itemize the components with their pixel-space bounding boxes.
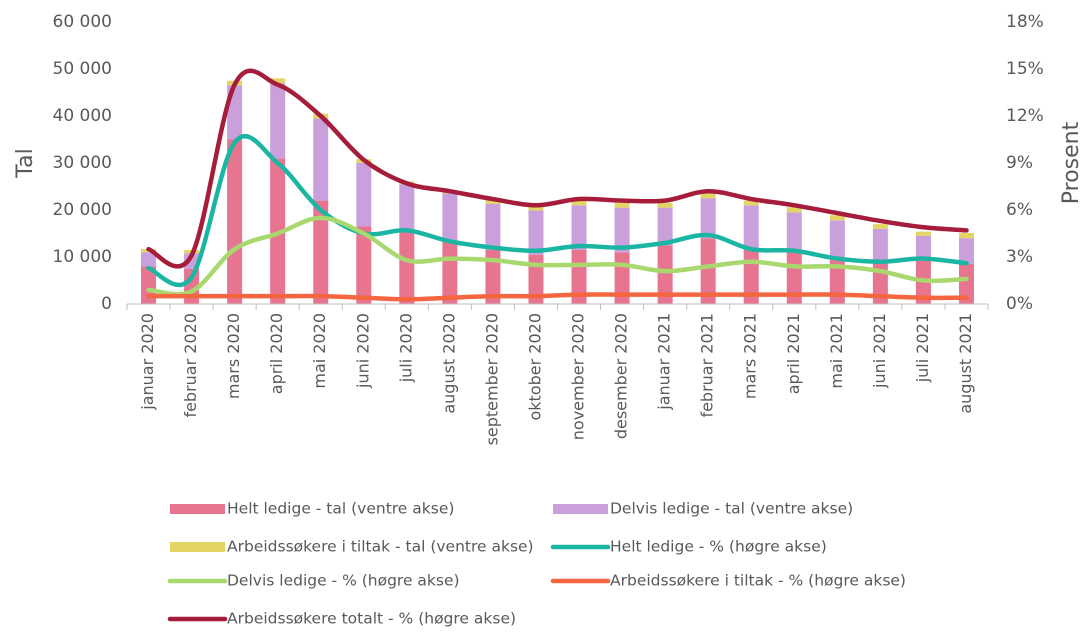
y2-tick-label: 6% xyxy=(1006,200,1033,220)
legend-label: Arbeidssøkere i tiltak - % (høgre akse) xyxy=(610,572,906,590)
bar xyxy=(528,210,544,255)
x-tick-label: juli 2021 xyxy=(913,313,932,383)
x-tick-label: mai 2020 xyxy=(310,313,329,389)
x-tick-label: mai 2021 xyxy=(827,313,846,389)
bar xyxy=(657,245,673,304)
x-tick-label: juni 2021 xyxy=(870,313,889,389)
bar xyxy=(141,252,157,267)
y-tick-label: 40 000 xyxy=(53,106,112,126)
y-axis-title: Tal xyxy=(13,148,38,178)
bar xyxy=(399,184,415,229)
y-tick-label: 0 xyxy=(101,294,112,314)
y2-tick-label: 3% xyxy=(1006,247,1033,267)
bar xyxy=(227,139,243,304)
x-tick-label: oktober 2020 xyxy=(525,313,544,421)
line xyxy=(146,68,969,269)
line xyxy=(146,292,969,302)
x-tick-label: april 2020 xyxy=(267,313,286,394)
bar xyxy=(657,207,673,246)
bar xyxy=(313,200,329,304)
legend-label: Arbeidssøkere i tiltak - tal (ventre aks… xyxy=(227,538,534,556)
bar xyxy=(571,205,587,250)
y-tick-label: 20 000 xyxy=(53,200,112,220)
bar xyxy=(270,78,286,84)
x-tick-label: januar 2021 xyxy=(655,313,674,411)
y2-tick-label: 9% xyxy=(1006,153,1033,173)
x-tick-label: august 2021 xyxy=(956,313,975,414)
legend-swatch xyxy=(170,542,225,552)
x-tick-label: april 2021 xyxy=(784,313,803,394)
bar xyxy=(700,193,716,199)
y-tick-label: 10 000 xyxy=(53,247,112,267)
bar xyxy=(313,118,329,201)
bar xyxy=(958,264,974,304)
bar xyxy=(958,233,974,239)
bar xyxy=(786,207,802,213)
y2-tick-label: 15% xyxy=(1006,59,1044,79)
x-tick-label: januar 2020 xyxy=(138,313,157,411)
y2-tick-label: 12% xyxy=(1006,106,1044,126)
bar xyxy=(700,238,716,304)
bar xyxy=(356,226,372,304)
x-tick-label: juli 2020 xyxy=(396,313,415,383)
legend-label: Delvis ledige - tal (ventre akse) xyxy=(610,500,853,518)
bar xyxy=(442,193,458,241)
x-tick-label: februar 2020 xyxy=(181,313,200,418)
bar xyxy=(958,238,974,265)
bar xyxy=(528,206,544,211)
bar xyxy=(829,220,845,260)
y-tick-label: 50 000 xyxy=(53,59,112,79)
y2-tick-label: 0% xyxy=(1006,294,1033,314)
x-tick-label: mars 2020 xyxy=(224,313,243,399)
bar xyxy=(829,215,845,221)
bar xyxy=(872,228,888,262)
legend-swatch xyxy=(170,504,225,514)
y2-axis-title: Prosent xyxy=(1059,121,1084,204)
bar xyxy=(872,224,888,229)
x-tick-label: august 2020 xyxy=(439,313,458,414)
bar xyxy=(485,203,501,250)
x-tick-label: februar 2021 xyxy=(698,313,717,418)
y-tick-label: 60 000 xyxy=(53,12,112,32)
x-tick-label: november 2020 xyxy=(569,313,588,440)
bar xyxy=(442,240,458,304)
x-tick-label: juni 2020 xyxy=(353,313,372,389)
bar xyxy=(700,198,716,239)
line xyxy=(146,215,969,297)
bar xyxy=(356,163,372,227)
bar xyxy=(485,249,501,304)
legend-label: Helt ledige - tal (ventre akse) xyxy=(227,500,454,518)
y2-tick-label: 18% xyxy=(1006,12,1044,32)
bar xyxy=(571,200,587,206)
bar xyxy=(614,207,630,253)
y-tick-label: 30 000 xyxy=(53,153,112,173)
x-tick-label: desember 2020 xyxy=(612,313,631,439)
legend-label: Arbeidssøkere totalt - % (høgre akse) xyxy=(227,610,516,628)
bar xyxy=(915,235,931,260)
bar xyxy=(270,83,286,159)
legend-label: Delvis ledige - % (høgre akse) xyxy=(227,572,460,590)
bar xyxy=(786,212,802,253)
bar xyxy=(614,202,630,208)
bar xyxy=(657,202,673,208)
bar xyxy=(743,205,759,250)
bar xyxy=(485,200,501,204)
line xyxy=(146,133,969,288)
legend-swatch xyxy=(553,504,608,514)
bar xyxy=(743,200,759,206)
x-tick-label: mars 2021 xyxy=(741,313,760,399)
bar xyxy=(915,231,931,236)
x-tick-label: september 2020 xyxy=(482,313,501,445)
bar xyxy=(399,228,415,304)
legend-label: Helt ledige - % (høgre akse) xyxy=(610,538,827,556)
